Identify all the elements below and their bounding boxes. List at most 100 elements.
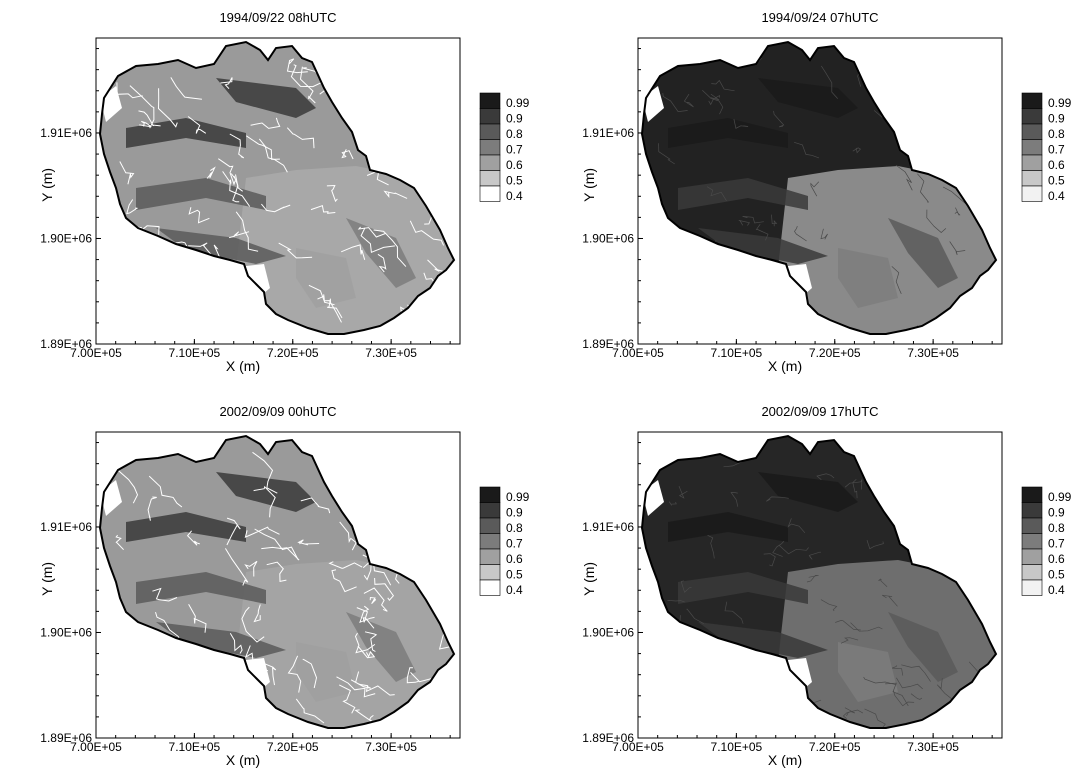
- stream-line: [229, 633, 243, 654]
- stream-line: [129, 85, 155, 129]
- stream-line: [187, 116, 207, 134]
- stream-line: [126, 199, 139, 215]
- legend-swatch: [1021, 185, 1043, 202]
- stream-line: [667, 599, 685, 603]
- stream-line: [678, 485, 688, 499]
- legend-swatch: [479, 579, 501, 596]
- stream-line: [936, 678, 956, 703]
- basin-outline: [98, 40, 456, 335]
- legend-label: 0.9: [506, 506, 523, 520]
- legend-swatch: [1021, 170, 1043, 187]
- x-axis-label: X (m): [768, 752, 802, 768]
- stream-line: [317, 294, 335, 306]
- stream-line: [730, 492, 739, 507]
- basin-outline: [98, 434, 456, 729]
- legend-swatch: [479, 139, 501, 156]
- stream-line: [771, 214, 778, 227]
- stream-line: [290, 64, 323, 88]
- legend-swatch: [479, 108, 501, 125]
- stream-line: [336, 676, 376, 698]
- legend-label: 0.4: [1048, 583, 1065, 597]
- panel-title: 1994/09/24 07hUTC: [761, 10, 878, 25]
- legend-label: 0.4: [1048, 189, 1065, 203]
- y-tick-label: 1.91E+06: [40, 126, 92, 140]
- stream-line: [297, 539, 320, 546]
- soil-moisture-patch: [758, 78, 858, 118]
- legend-swatch: [1021, 517, 1043, 534]
- legend: 0.99 0.90.8 0.70.6 0.50.4: [1021, 92, 1072, 203]
- stream-line: [155, 611, 182, 644]
- stream-line: [772, 541, 785, 557]
- legend-swatch: [479, 154, 501, 171]
- x-axis-label: X (m): [768, 358, 802, 374]
- stream-line: [266, 561, 287, 583]
- stream-line: [115, 534, 124, 551]
- legend-label: 0.4: [506, 189, 523, 203]
- legend: 0.99 0.90.8 0.70.6 0.50.4: [479, 92, 530, 203]
- x-tick-label: 7.00E+05: [70, 346, 122, 360]
- stream-line: [235, 211, 259, 252]
- legend-swatch: [479, 517, 501, 534]
- x-tick-label: 7.20E+05: [809, 346, 861, 360]
- stream-line: [157, 88, 178, 128]
- stream-line: [295, 698, 325, 724]
- stream-line: [129, 225, 160, 235]
- legend-label: 0.7: [506, 537, 523, 551]
- soil-moisture-patch: [678, 572, 808, 604]
- legend-label: 0.8: [506, 521, 523, 535]
- stream-line: [229, 133, 245, 159]
- legend: 0.99 0.90.8 0.70.6 0.50.4: [1021, 486, 1072, 597]
- stream-line: [264, 663, 277, 686]
- stream-line: [683, 93, 694, 108]
- soil-moisture-patch: [136, 572, 266, 604]
- basin-fill: [642, 436, 996, 728]
- soil-moisture-patch: [888, 218, 958, 288]
- stream-line: [773, 110, 785, 128]
- soil-moisture-patch: [668, 118, 788, 148]
- legend-swatch: [1021, 154, 1043, 171]
- stream-line: [755, 223, 769, 241]
- stream-line: [707, 534, 715, 559]
- map-panel: 2002/09/09 00hUTC 7.00E+05 7.10E+05 7.20E+0…: [39, 404, 530, 768]
- stream-line: [253, 604, 261, 623]
- x-tick-label: 7.00E+05: [612, 740, 664, 754]
- map-panel: 1994/09/22 08hUTC 7.00E+05 7.10E+05 7.20E+0…: [39, 10, 530, 374]
- x-tick-label: 7.30E+05: [907, 346, 959, 360]
- legend-label: 0.5: [506, 568, 523, 582]
- soil-moisture-patch: [346, 612, 416, 682]
- stream-line: [850, 622, 883, 632]
- x-tick-label: 7.00E+05: [70, 740, 122, 754]
- legend-label: 0.99: [1048, 490, 1072, 504]
- stream-line: [250, 117, 281, 129]
- x-tick-label: 7.10E+05: [169, 740, 221, 754]
- legend-swatch: [479, 564, 501, 581]
- legend-swatch: [1021, 548, 1043, 565]
- x-axis-label: X (m): [226, 752, 260, 768]
- legend-swatch: [479, 170, 501, 187]
- stream-line: [148, 475, 183, 508]
- stream-line: [286, 127, 315, 149]
- stream-line: [763, 553, 776, 567]
- stream-line: [327, 298, 343, 319]
- stream-line: [152, 587, 178, 602]
- y-axis-label: Y (m): [39, 168, 55, 202]
- stream-line: [766, 496, 789, 502]
- stream-line: [882, 594, 898, 607]
- legend-label: 0.8: [1048, 127, 1065, 141]
- stream-line: [300, 497, 331, 514]
- legend-label: 0.9: [1048, 112, 1065, 126]
- stream-line: [359, 605, 375, 624]
- legend-label: 0.8: [1048, 521, 1065, 535]
- soil-moisture-patch: [698, 622, 828, 658]
- stream-line: [844, 707, 856, 717]
- stream-line: [244, 526, 280, 538]
- y-tick-label: 1.90E+06: [582, 625, 634, 639]
- stream-line: [742, 216, 764, 224]
- stream-line: [358, 683, 395, 696]
- stream-line: [206, 166, 216, 179]
- y-axis-label: Y (m): [39, 562, 55, 596]
- y-tick-label: 1.89E+06: [582, 337, 634, 351]
- y-tick-label: 1.91E+06: [582, 520, 634, 534]
- legend-label: 0.6: [506, 158, 523, 172]
- basin-outline: [640, 40, 998, 335]
